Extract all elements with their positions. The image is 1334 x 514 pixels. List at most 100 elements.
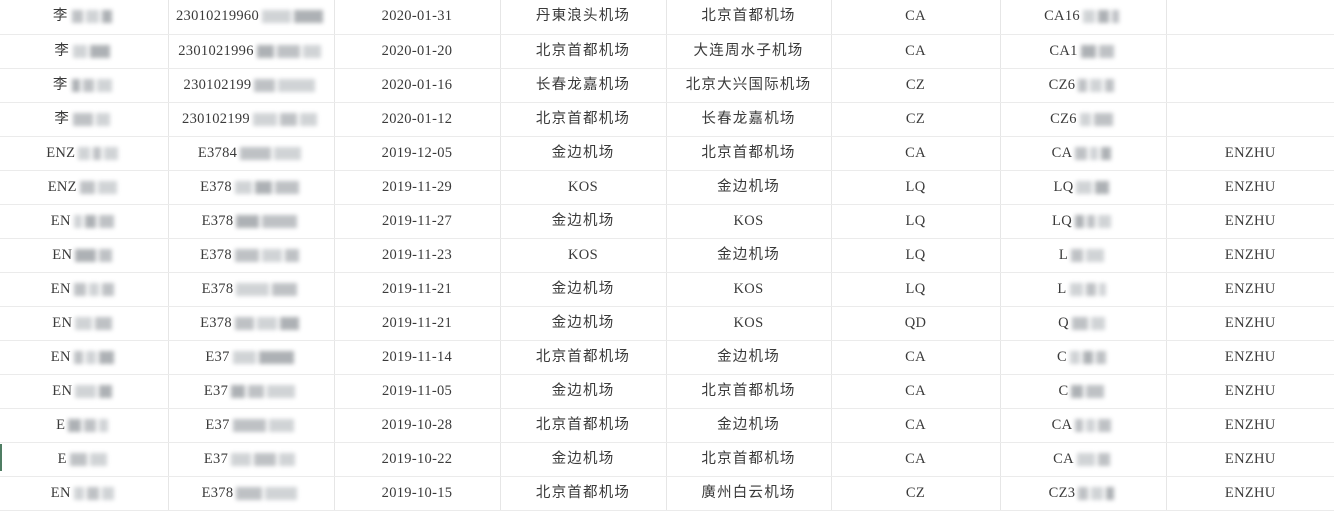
arrival-airport-text: KOS [733, 314, 764, 331]
cell-id-number: 2301021996 [168, 34, 335, 69]
table-row[interactable]: 李 23010219960 2020-01-31 丹東浪头机场 北京首都机场 CA CA16 [0, 0, 1334, 35]
departure-airport-text: 北京首都机场 [535, 416, 631, 433]
id-number-text: 23010219960 [175, 8, 260, 25]
cell-departure-airport: 金边机场 [500, 442, 667, 477]
cell-airline-code: CA [831, 442, 1001, 477]
redaction-block [236, 214, 300, 228]
passenger-name-text: ENZ [47, 178, 77, 195]
redaction-block [69, 452, 110, 466]
table-row[interactable]: ENZ E378 2019-11-29 KOS 金边机场 LQ LQ ENZHU [0, 170, 1334, 205]
cell-passenger-name: EN [0, 374, 169, 409]
passenger-name-text: E [56, 416, 66, 433]
cell-airline-code: QD [831, 306, 1001, 341]
cell-flight-date: 2019-11-05 [334, 374, 501, 409]
passenger-name-text: EN [52, 246, 73, 263]
redaction-block [1071, 248, 1107, 262]
cell-passenger-name: EN [0, 238, 169, 273]
table-row[interactable]: EN E378 2019-11-21 金边机场 KOS QD Q ENZHU [0, 306, 1334, 341]
table-row[interactable]: 李 230102199 2020-01-16 长春龙嘉机场 北京大兴国际机场 CZ CZ6 [0, 68, 1334, 103]
id-number-text: 230102199 [183, 76, 252, 93]
departure-airport-text: KOS [568, 178, 598, 195]
cell-flight-date: 2019-11-27 [334, 204, 501, 239]
table-row[interactable]: 李 230102199 2020-01-12 北京首都机场 长春龙嘉机场 CZ CZ6 [0, 102, 1334, 137]
id-number-text: E378 [201, 280, 234, 297]
departure-airport-text: 丹東浪头机场 [535, 8, 631, 25]
cell-operator-code: ENZHU [1166, 238, 1334, 273]
airline-code-text: LQ [905, 280, 926, 297]
cell-departure-airport: KOS [500, 170, 667, 205]
cell-departure-airport: 北京首都机场 [500, 34, 667, 69]
cell-flight-date: 2020-01-12 [334, 102, 501, 137]
redaction-block [1076, 180, 1112, 194]
cell-flight-date: 2019-10-22 [334, 442, 501, 477]
cell-departure-airport: 北京首都机场 [500, 102, 667, 137]
cell-id-number: 230102199 [168, 102, 335, 137]
redaction-block [1069, 350, 1109, 364]
cell-flight-number: L [1000, 238, 1167, 273]
cell-arrival-airport: 金边机场 [666, 238, 832, 273]
cell-flight-date: 2019-11-29 [334, 170, 501, 205]
redaction-block [1082, 10, 1122, 24]
cell-airline-code: LQ [831, 204, 1001, 239]
table-row[interactable]: E E37 2019-10-28 北京首都机场 金边机场 CA CA ENZHU [0, 408, 1334, 443]
arrival-airport-text: 北京首都机场 [701, 382, 796, 399]
cell-departure-airport: 金边机场 [500, 136, 667, 171]
redaction-block [262, 10, 326, 24]
id-number-text: E378 [201, 484, 234, 501]
cell-departure-airport: 长春龙嘉机场 [500, 68, 667, 103]
table-row[interactable]: EN E378 2019-10-15 北京首都机场 廣州白云机场 CZ CZ3 ENZHU [0, 476, 1334, 511]
cell-flight-date: 2019-10-15 [334, 476, 501, 511]
departure-airport-text: 北京首都机场 [535, 42, 631, 59]
airline-code-text: CA [905, 42, 926, 59]
cell-id-number: E37 [168, 340, 335, 375]
table-row[interactable]: EN E378 2019-11-27 金边机场 KOS LQ LQ ENZHU [0, 204, 1334, 239]
table-row[interactable]: EN E37 2019-11-05 金边机场 北京首都机场 CA C ENZHU [0, 374, 1334, 409]
arrival-airport-text: 长春龙嘉机场 [701, 110, 796, 127]
cell-airline-code: LQ [831, 170, 1001, 205]
redaction-block [68, 418, 111, 432]
cell-departure-airport: 金边机场 [500, 374, 667, 409]
cell-flight-number: CA [1000, 442, 1167, 477]
flight-date-text: 2019-10-28 [381, 416, 453, 433]
flight-date-text: 2019-11-27 [381, 212, 453, 229]
cell-operator-code: ENZHU [1166, 136, 1334, 171]
table-row[interactable]: EN E378 2019-11-23 KOS 金边机场 LQ L ENZHU [0, 238, 1334, 273]
cell-departure-airport: 金边机场 [500, 204, 667, 239]
redaction-block [1076, 452, 1113, 466]
redaction-block [75, 316, 115, 330]
table-row[interactable]: EN E37 2019-11-14 北京首都机场 金边机场 CA C ENZHU [0, 340, 1334, 375]
cell-operator-code: ENZHU [1166, 340, 1334, 375]
departure-airport-text: 金边机场 [551, 280, 615, 297]
cell-airline-code: CZ [831, 102, 1001, 137]
redaction-block [256, 44, 324, 58]
cell-departure-airport: 北京首都机场 [500, 476, 667, 511]
cell-departure-airport: KOS [500, 238, 667, 273]
cell-passenger-name: EN [0, 340, 169, 375]
flight-date-text: 2020-01-16 [381, 76, 453, 93]
redaction-block [1080, 44, 1117, 58]
passenger-name-text: EN [52, 314, 73, 331]
arrival-airport-text: 北京首都机场 [701, 450, 796, 467]
flight-number-text: CA [1051, 144, 1073, 161]
id-number-text: E378 [200, 314, 232, 331]
table-row[interactable]: EN E378 2019-11-21 金边机场 KOS LQ L ENZHU [0, 272, 1334, 307]
table-row[interactable]: E E37 2019-10-22 金边机场 北京首都机场 CA CA ENZHU [0, 442, 1334, 477]
id-number-text: E378 [200, 246, 232, 263]
departure-airport-text: 金边机场 [551, 144, 615, 161]
cell-arrival-airport: 长春龙嘉机场 [666, 102, 832, 137]
row-selection-accent [0, 443, 2, 475]
cell-passenger-name: 李 [0, 68, 169, 103]
cell-airline-code: CZ [831, 476, 1001, 511]
cell-flight-date: 2020-01-20 [334, 34, 501, 69]
operator-code-text: ENZHU [1224, 212, 1276, 229]
table-row[interactable]: 李 2301021996 2020-01-20 北京首都机场 大连周水子机场 CA CA1 [0, 34, 1334, 69]
table-row[interactable]: ENZ E3784 2019-12-05 金边机场 北京首都机场 CA CA ENZHU [0, 136, 1334, 171]
airline-code-text: CA [905, 416, 926, 433]
passenger-name-text: 李 [54, 110, 71, 127]
airline-code-text: CA [905, 8, 926, 25]
airline-code-text: CZ [905, 76, 926, 93]
operator-code-text: ENZHU [1224, 314, 1276, 331]
cell-departure-airport: 北京首都机场 [500, 408, 667, 443]
cell-arrival-airport: KOS [666, 306, 832, 341]
cell-flight-number: CZ6 [1000, 102, 1167, 137]
